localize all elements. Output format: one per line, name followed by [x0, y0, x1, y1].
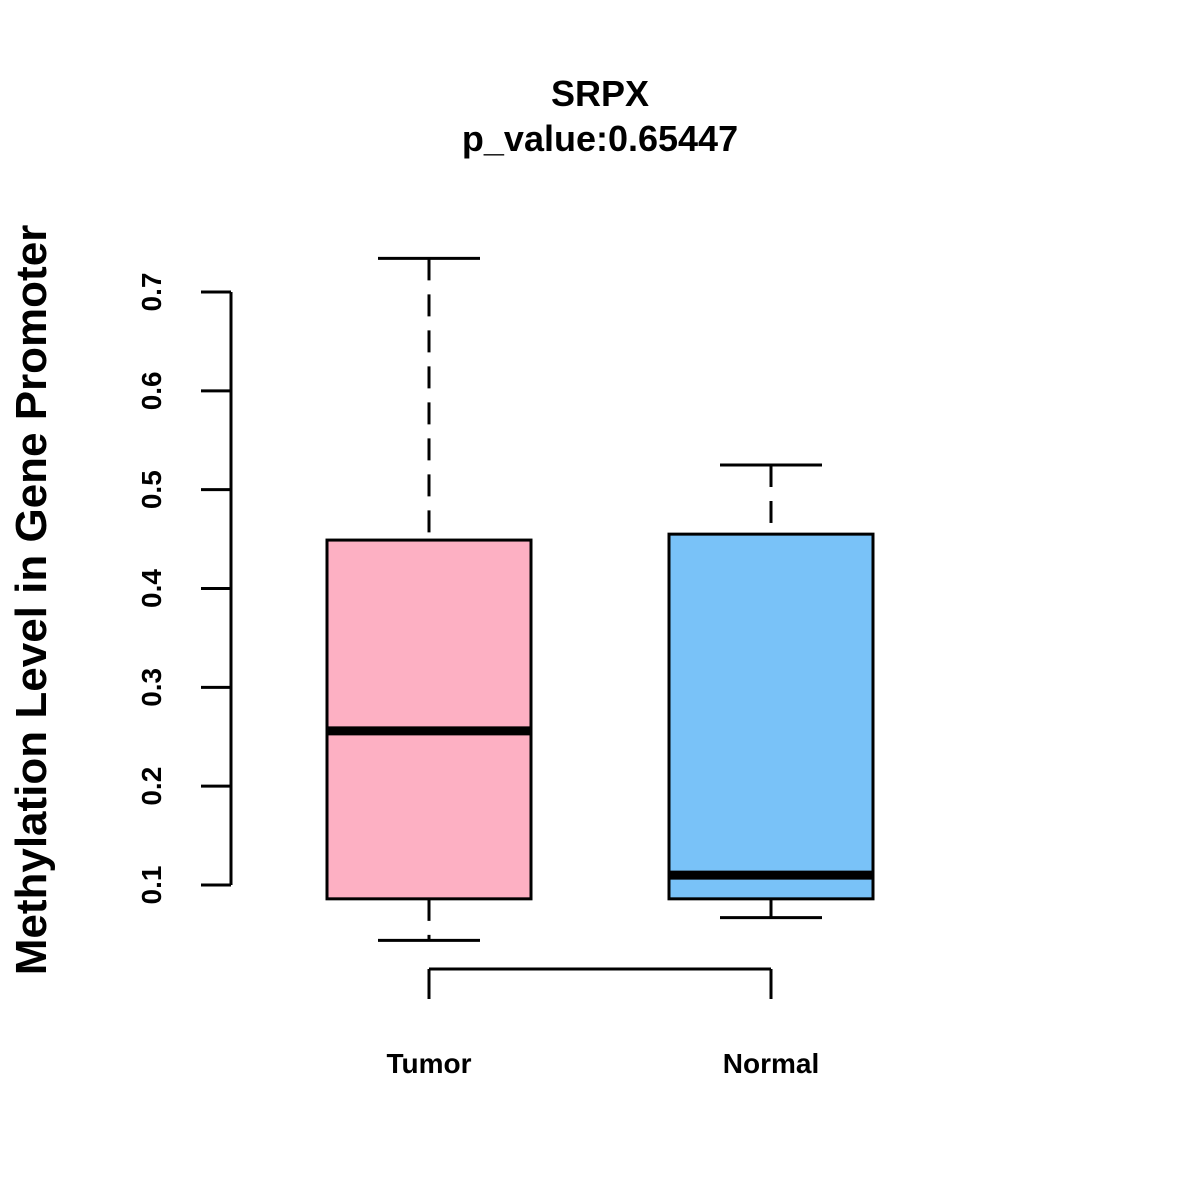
box-body: [667, 532, 875, 901]
box-body: [325, 538, 533, 901]
y-axis-label: Methylation Level in Gene Promoter: [7, 225, 56, 976]
y-tick-label: 0.7: [136, 273, 167, 312]
chart-subtitle: p_value:0.65447: [462, 118, 738, 159]
y-axis: 0.1 0.2 0.3 0.4 0.5 0.6 0.7: [136, 273, 233, 905]
y-tick-label: 0.1: [136, 866, 167, 905]
y-tick-label: 0.5: [136, 470, 167, 509]
y-tick-label: 0.2: [136, 767, 167, 806]
y-tick-label: 0.3: [136, 668, 167, 707]
y-tick-label: 0.4: [136, 569, 167, 608]
x-axis: Tumor Normal: [386, 967, 819, 1079]
chart-title: SRPX: [551, 73, 649, 114]
x-tick-label: Tumor: [386, 1048, 471, 1079]
y-tick-label: 0.6: [136, 371, 167, 410]
box-normal: [667, 463, 875, 920]
x-tick-label: Normal: [723, 1048, 819, 1079]
boxes-group: [325, 256, 875, 942]
box-tumor: [325, 256, 533, 942]
